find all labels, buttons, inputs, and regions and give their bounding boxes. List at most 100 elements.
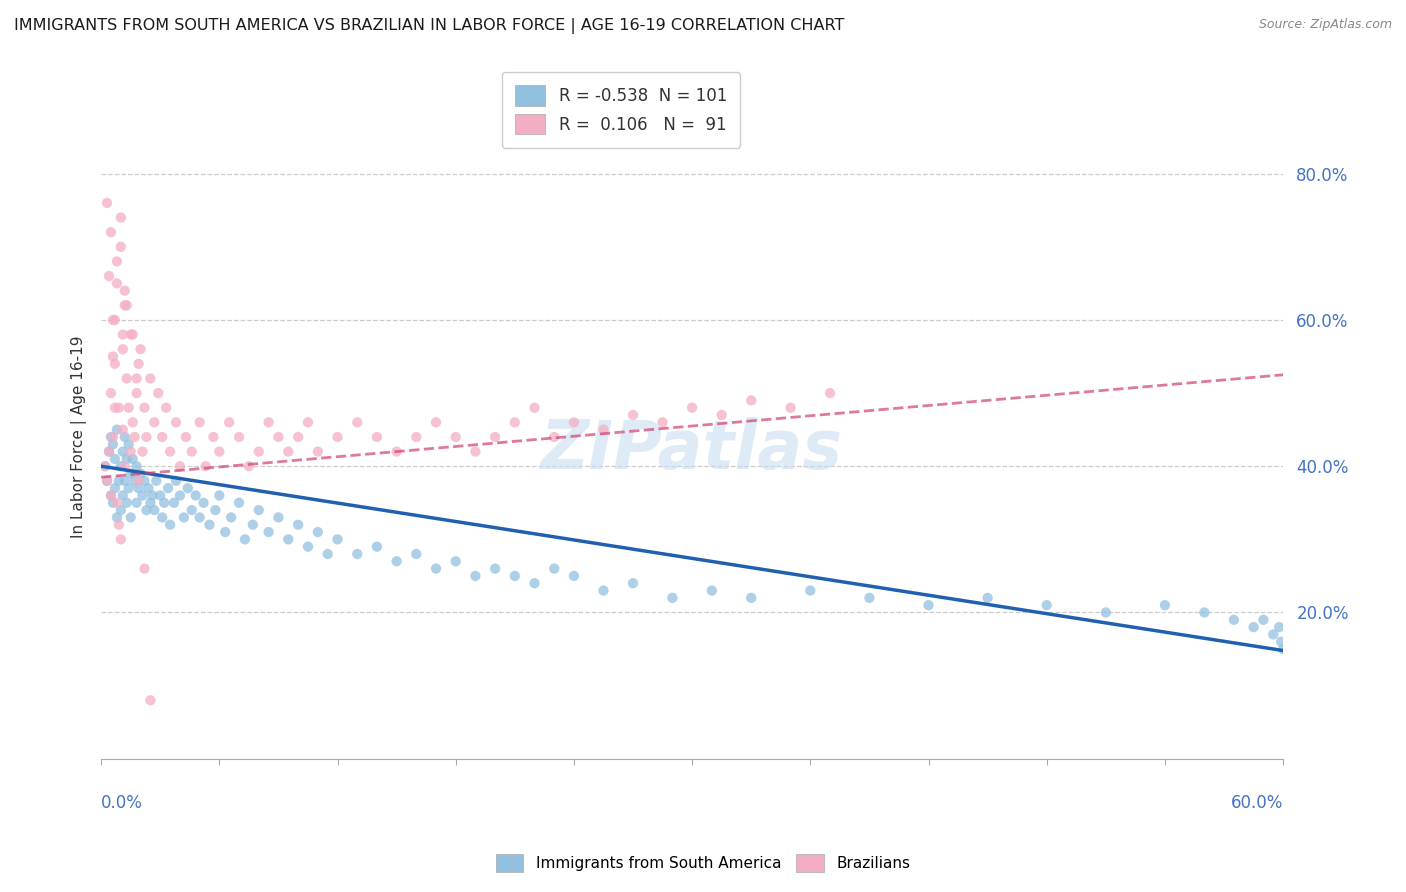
Text: Source: ZipAtlas.com: Source: ZipAtlas.com <box>1258 18 1392 31</box>
Point <box>124 474 146 488</box>
Point <box>118 437 141 451</box>
Point <box>267 430 290 444</box>
Point <box>104 313 127 327</box>
Point <box>208 488 231 502</box>
Point <box>105 277 128 291</box>
Point <box>202 430 225 444</box>
Point <box>149 488 172 502</box>
Point <box>503 415 526 429</box>
Point <box>134 561 156 575</box>
Point <box>1095 606 1118 620</box>
Point <box>98 444 121 458</box>
Point <box>101 496 124 510</box>
Point <box>219 510 242 524</box>
Point <box>111 423 134 437</box>
Point <box>267 510 290 524</box>
Point <box>198 517 221 532</box>
Point <box>1223 613 1246 627</box>
Point <box>138 481 160 495</box>
Point <box>139 371 162 385</box>
Text: 0.0%: 0.0% <box>101 794 143 813</box>
Point <box>287 430 309 444</box>
Point <box>238 459 260 474</box>
Point <box>120 510 142 524</box>
Point <box>139 496 162 510</box>
Point <box>444 554 467 568</box>
Point <box>177 481 200 495</box>
Point <box>366 430 388 444</box>
Point <box>94 459 117 474</box>
Point <box>242 517 264 532</box>
Point <box>134 474 156 488</box>
Point <box>110 503 132 517</box>
Point <box>104 451 127 466</box>
Point <box>1263 627 1285 641</box>
Point <box>150 430 173 444</box>
Point <box>131 444 153 458</box>
Point <box>105 254 128 268</box>
Point <box>125 496 148 510</box>
Point <box>233 533 256 547</box>
Point <box>1194 606 1216 620</box>
Point <box>128 481 150 495</box>
Point <box>700 583 723 598</box>
Point <box>917 598 939 612</box>
Point <box>135 430 157 444</box>
Point <box>100 488 122 502</box>
Point <box>96 474 118 488</box>
Point <box>346 415 368 429</box>
Point <box>247 444 270 458</box>
Point <box>194 459 217 474</box>
Point <box>523 576 546 591</box>
Point <box>163 496 186 510</box>
Text: IMMIGRANTS FROM SOUTH AMERICA VS BRAZILIAN IN LABOR FORCE | AGE 16-19 CORRELATIO: IMMIGRANTS FROM SOUTH AMERICA VS BRAZILI… <box>14 18 845 34</box>
Point <box>101 350 124 364</box>
Point <box>165 415 187 429</box>
Text: ZIPatlas: ZIPatlas <box>541 417 844 483</box>
Point <box>1243 620 1265 634</box>
Point <box>277 444 299 458</box>
Point <box>218 415 240 429</box>
Point <box>120 327 142 342</box>
Point <box>204 503 226 517</box>
Point <box>592 583 614 598</box>
Point <box>101 430 124 444</box>
Point <box>277 533 299 547</box>
Text: 60.0%: 60.0% <box>1230 794 1284 813</box>
Point <box>297 415 319 429</box>
Point <box>188 510 211 524</box>
Point <box>326 430 349 444</box>
Point <box>125 386 148 401</box>
Point <box>143 503 166 517</box>
Point <box>1272 642 1295 657</box>
Point <box>169 459 191 474</box>
Point <box>681 401 703 415</box>
Point <box>121 415 143 429</box>
Point <box>405 547 427 561</box>
Point <box>128 357 150 371</box>
Point <box>108 401 131 415</box>
Point <box>115 496 138 510</box>
Point <box>484 430 506 444</box>
Point <box>94 459 117 474</box>
Point <box>139 693 162 707</box>
Point <box>125 371 148 385</box>
Point <box>543 430 565 444</box>
Point <box>105 423 128 437</box>
Point <box>153 496 176 510</box>
Point <box>105 496 128 510</box>
Point <box>111 342 134 356</box>
Point <box>101 437 124 451</box>
Point <box>111 488 134 502</box>
Point <box>110 211 132 225</box>
Point <box>184 488 207 502</box>
Point <box>779 401 801 415</box>
Point <box>425 415 447 429</box>
Point <box>135 503 157 517</box>
Point <box>110 459 132 474</box>
Point <box>523 401 546 415</box>
Point <box>405 430 427 444</box>
Point <box>180 444 202 458</box>
Point <box>1270 634 1292 648</box>
Point <box>193 496 215 510</box>
